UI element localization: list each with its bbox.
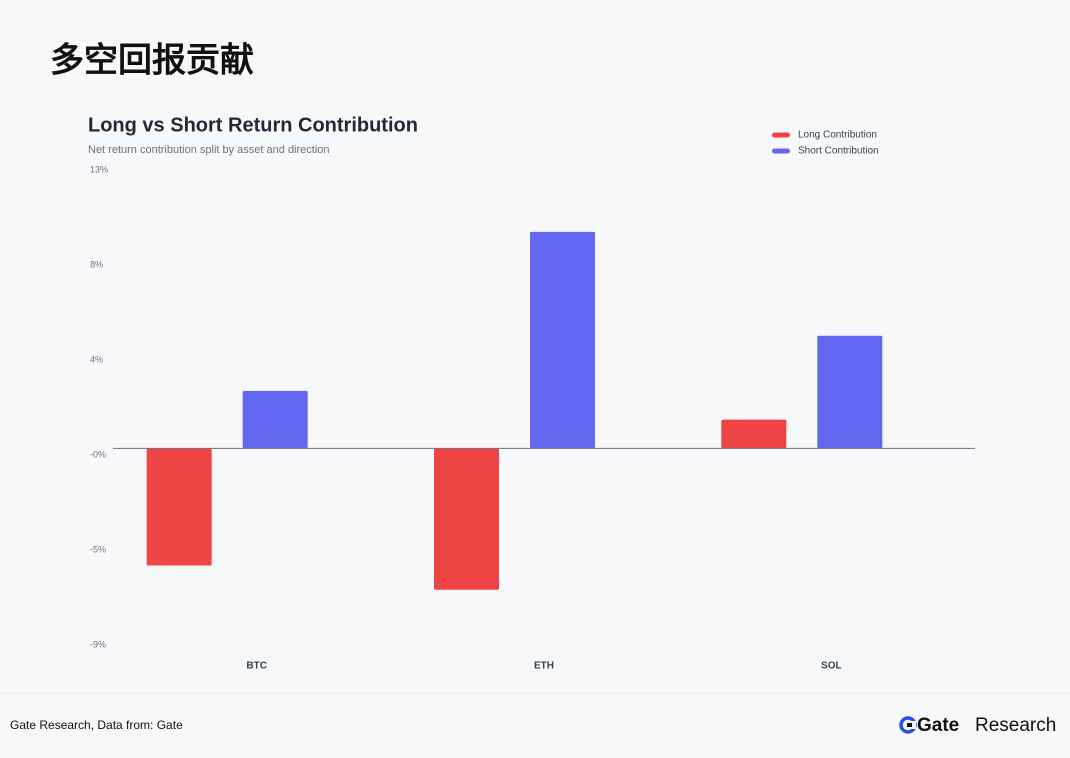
y-tick-label: 4%	[90, 354, 103, 364]
chart-title: Long vs Short Return Contribution	[88, 114, 418, 136]
y-tick-label: -5%	[90, 544, 106, 554]
bar	[530, 231, 595, 449]
brand-logo: Gate Research	[899, 715, 1056, 736]
chart-subtitle: Net return contribution split by asset a…	[88, 144, 330, 156]
bar	[146, 448, 212, 566]
y-tick-label: -9%	[90, 639, 106, 649]
legend-label: Long Contribution	[798, 130, 877, 141]
bar	[242, 390, 308, 449]
bar	[434, 448, 499, 590]
page-title: 多空回报贡献	[50, 41, 254, 81]
bar	[721, 419, 787, 449]
y-tick-label: 8%	[90, 259, 103, 269]
bar	[817, 335, 883, 449]
y-tick-label: -0%	[90, 449, 106, 459]
x-tick-label: SOL	[821, 661, 842, 672]
x-tick-label: BTC	[246, 661, 267, 672]
logo-dot	[907, 723, 912, 727]
y-tick-label: 13%	[90, 164, 108, 174]
brand-suffix: Research	[975, 715, 1056, 736]
legend-swatch	[772, 132, 790, 138]
footer-source: Gate Research, Data from: Gate	[10, 718, 183, 732]
brand-name: Gate	[917, 715, 959, 736]
legend-swatch	[772, 148, 790, 154]
x-tick-label: ETH	[534, 661, 554, 672]
legend-label: Short Contribution	[798, 146, 879, 157]
